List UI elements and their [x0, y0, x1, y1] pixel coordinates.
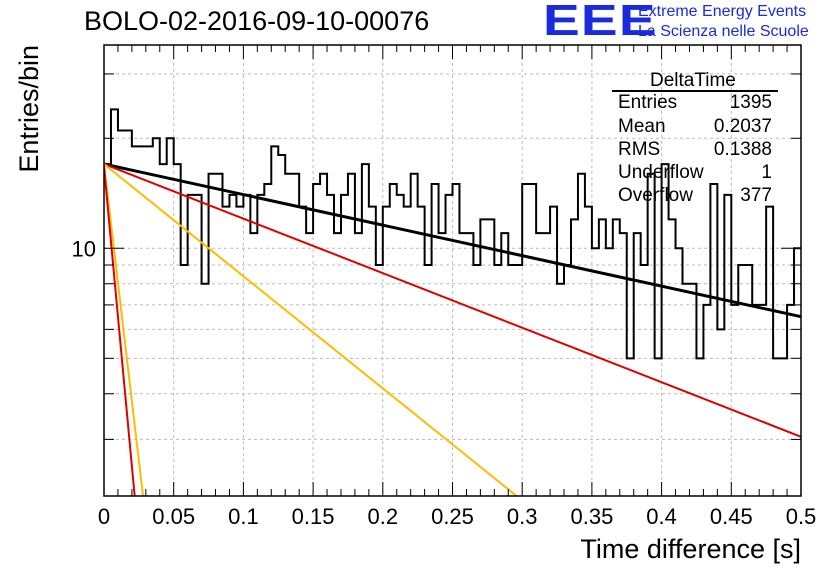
stats-label-rms: RMS	[618, 139, 661, 160]
stats-value-underflow: 1	[761, 162, 772, 183]
plot-title: BOLO-02-2016-09-10-00076	[84, 6, 430, 36]
logo-line-1: Extreme Energy Events	[638, 3, 807, 20]
plot-area	[104, 45, 801, 496]
y-axis-title: Entries/bin	[14, 45, 44, 173]
histogram-steps	[104, 108, 801, 360]
y-tick-label: 10	[72, 236, 96, 261]
x-tick-label: 0.15	[292, 504, 335, 529]
x-axis-title: Time difference [s]	[580, 534, 801, 564]
stats-label-overflow: Overflow	[618, 185, 693, 206]
fit-line	[104, 163, 801, 438]
stats-label-entries: Entries	[618, 92, 678, 113]
x-tick-label: 0.5	[786, 504, 817, 529]
fit-line	[104, 166, 136, 496]
stats-value-entries: 1395	[729, 92, 772, 113]
stats-box-title: DeltaTime	[650, 70, 736, 91]
x-tick-label: 0.05	[152, 504, 195, 529]
stats-value-overflow: 377	[740, 185, 772, 206]
x-tick-label: 0.3	[507, 504, 538, 529]
logo-line-2: La Scienza nelle Scuole	[638, 23, 809, 40]
fit-line	[104, 163, 145, 496]
fit-line	[104, 162, 801, 319]
stats-label-underflow: Underflow	[618, 162, 704, 183]
stats-value-rms: 0.1388	[713, 139, 772, 160]
x-tick-label: 0.1	[228, 504, 259, 529]
stats-label-mean: Mean	[618, 116, 666, 137]
eee-logo: EEE	[543, 0, 657, 45]
x-tick-label: 0	[98, 504, 110, 529]
x-tick-label: 0.25	[431, 504, 474, 529]
x-tick-label: 0.45	[710, 504, 753, 529]
stats-value-mean: 0.2037	[713, 116, 772, 137]
x-tick-label: 0.4	[646, 504, 677, 529]
x-tick-label: 0.2	[368, 504, 399, 529]
x-tick-label: 0.35	[570, 504, 613, 529]
fit-line	[104, 163, 518, 496]
